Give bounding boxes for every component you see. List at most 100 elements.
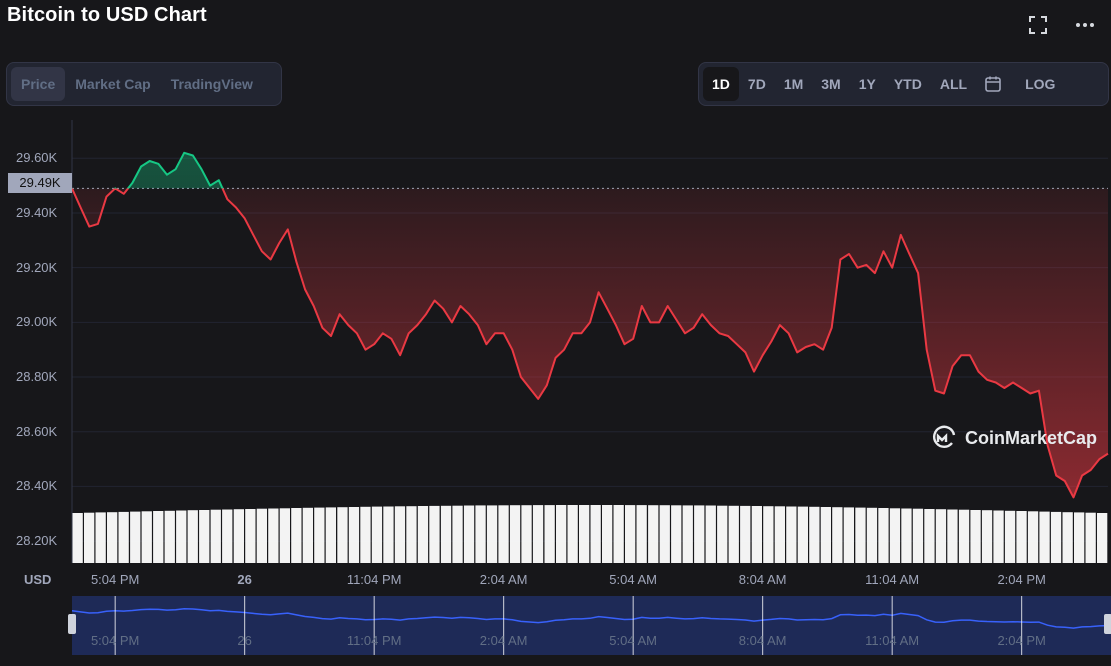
x-tick-label: 5:04 PM xyxy=(90,572,140,587)
range-1m[interactable]: 1M xyxy=(783,76,804,92)
y-tick-label: 29.60K xyxy=(16,150,58,166)
tab-market-cap[interactable]: Market Cap xyxy=(75,76,151,92)
volume-bar xyxy=(176,510,187,563)
volume-bar xyxy=(648,505,659,563)
volume-bar xyxy=(728,505,739,563)
x-tick-label: 11:04 AM xyxy=(865,572,920,587)
volume-bar xyxy=(602,505,613,563)
volume-bar xyxy=(475,505,486,563)
volume-bar xyxy=(245,509,256,563)
volume-bar xyxy=(337,507,348,563)
range-7d[interactable]: 7D xyxy=(747,76,766,92)
page-title: Bitcoin to USD Chart xyxy=(7,4,207,26)
y-tick-label: 28.20K xyxy=(16,533,58,549)
watermark-text: CoinMarketCap xyxy=(965,427,1098,448)
volume-bar xyxy=(694,505,705,563)
x-tick-label: 2:04 AM xyxy=(479,572,528,587)
volume-bar xyxy=(199,510,210,563)
volume-bar xyxy=(981,510,993,563)
range-all[interactable]: ALL xyxy=(939,76,968,92)
volume-bar xyxy=(509,505,521,563)
volume-bar xyxy=(544,505,555,563)
navigator-tick-label: 2:04 PM xyxy=(997,633,1046,648)
volume-bar xyxy=(958,509,970,563)
volume-bar xyxy=(935,509,947,563)
price-line-down xyxy=(71,188,1109,499)
volume-bar xyxy=(924,509,935,563)
volume-bar xyxy=(314,507,325,563)
y-tick-label: 29.40K xyxy=(16,204,58,220)
volume-bar xyxy=(659,505,670,563)
volume-bar xyxy=(84,512,95,563)
currency-label: USD xyxy=(24,572,52,587)
volume-bar xyxy=(993,510,1004,563)
volume-bar xyxy=(302,507,313,563)
volume-bar xyxy=(1016,511,1027,563)
volume-bar xyxy=(889,508,901,563)
range-1d[interactable]: 1D xyxy=(703,67,739,101)
y-tick-label: 29.20K xyxy=(16,259,58,275)
volume-bar xyxy=(878,508,889,563)
navigator-tick-label: 5:04 AM xyxy=(609,633,658,648)
volume-bar xyxy=(256,508,267,563)
volume-bar xyxy=(360,506,371,563)
volume-bar xyxy=(268,508,279,563)
current-price-tag: 29.49K xyxy=(8,173,72,193)
volume-bar xyxy=(107,512,118,563)
volume-bar xyxy=(141,511,152,563)
volume-bar xyxy=(901,508,912,563)
volume-bar xyxy=(371,506,383,563)
volume-bar xyxy=(671,505,682,563)
range-3m[interactable]: 3M xyxy=(821,76,841,92)
tab-price[interactable]: Price xyxy=(11,67,66,101)
volume-bar xyxy=(222,509,233,563)
volume-bar xyxy=(751,506,762,563)
fullscreen-icon[interactable] xyxy=(1027,14,1049,36)
range-1y[interactable]: 1Y xyxy=(858,76,876,92)
volume-bar xyxy=(452,505,463,563)
volume-bar xyxy=(1097,513,1108,563)
volume-bar xyxy=(740,505,751,563)
volume-bar xyxy=(947,509,958,563)
volume-bar xyxy=(1027,511,1039,563)
navigator-tick-label: 8:04 AM xyxy=(738,633,787,648)
volume-bar xyxy=(1074,512,1085,563)
volume-bar xyxy=(590,505,601,563)
volume-bar xyxy=(406,506,417,563)
x-tick-label: 2:04 PM xyxy=(997,572,1046,587)
volume-bar xyxy=(556,505,567,563)
calendar-icon[interactable] xyxy=(976,67,1010,101)
volume-bar xyxy=(417,506,429,563)
volume-bar xyxy=(682,505,693,563)
volume-bar xyxy=(843,507,854,563)
volume-bar xyxy=(498,505,509,563)
price-area-down xyxy=(72,188,1108,498)
volume-bar xyxy=(832,507,843,563)
tab-tradingview[interactable]: TradingView xyxy=(170,76,253,92)
volume-bar xyxy=(1085,512,1096,563)
volume-bar xyxy=(567,505,578,563)
x-tick-label: 5:04 AM xyxy=(609,572,658,587)
volume-bar xyxy=(705,505,716,563)
volume-bar xyxy=(866,507,878,563)
chart-type-tabs: Price Market Cap TradingView xyxy=(6,62,282,106)
volume-bar xyxy=(210,509,221,563)
log-toggle[interactable]: LOG xyxy=(1025,76,1056,92)
volume-bar xyxy=(440,505,452,563)
volume-bar xyxy=(1004,510,1016,563)
volume-bar xyxy=(970,510,981,563)
volume-bar xyxy=(912,508,924,563)
volume-bar xyxy=(797,506,808,563)
volume-bar xyxy=(348,507,360,563)
volume-bar xyxy=(717,505,728,563)
volume-bar xyxy=(820,507,831,563)
more-icon[interactable] xyxy=(1074,14,1096,36)
volume-bar xyxy=(763,506,774,563)
volume-bar xyxy=(1062,512,1073,563)
x-tick-label: 8:04 AM xyxy=(738,572,787,587)
navigator-handle-right xyxy=(1104,614,1111,634)
range-ytd[interactable]: YTD xyxy=(893,76,922,92)
y-tick-label: 28.60K xyxy=(16,423,58,439)
volume-bar xyxy=(118,511,129,563)
